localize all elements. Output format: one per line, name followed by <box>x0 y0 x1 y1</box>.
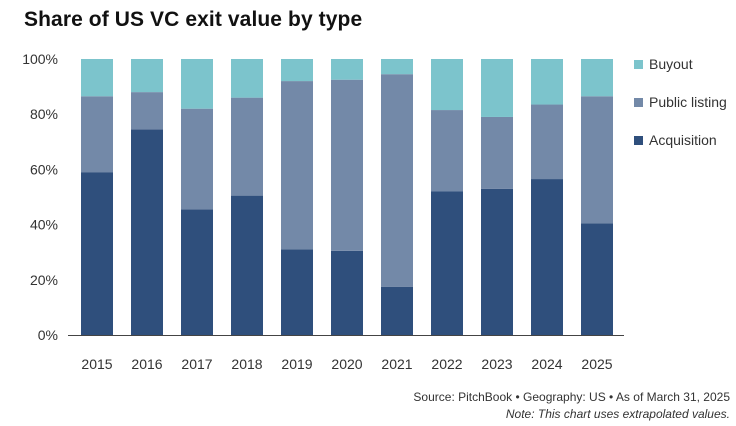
bar-segment-acquisition-2025 <box>581 223 613 335</box>
bar-segment-buyout-2023 <box>481 59 513 117</box>
bar-segment-acquisition-2016 <box>131 129 163 335</box>
bar-segment-buyout-2021 <box>381 59 413 75</box>
x-tick-label: 2017 <box>181 356 212 372</box>
x-tick-label: 2016 <box>131 356 162 372</box>
y-tick-label: 20% <box>30 272 58 288</box>
bar-segment-public-listing-2015 <box>81 96 113 173</box>
bar-segment-buyout-2024 <box>531 59 563 105</box>
bar-segment-acquisition-2019 <box>281 249 313 335</box>
legend-label-acquisition: Acquisition <box>649 132 717 148</box>
chart-footer: Source: PitchBook • Geography: US • As o… <box>413 389 730 423</box>
legend-label-buyout: Buyout <box>649 56 693 72</box>
x-tick-label: 2015 <box>81 356 112 372</box>
bar-segment-acquisition-2018 <box>231 195 263 335</box>
legend-swatch-acquisition <box>634 135 643 145</box>
bar-segment-public-listing-2020 <box>331 79 363 251</box>
bar-segment-buyout-2017 <box>181 59 213 109</box>
bar-segment-acquisition-2015 <box>81 172 113 335</box>
bar-segment-buyout-2019 <box>281 59 313 82</box>
bar-segment-public-listing-2025 <box>581 96 613 224</box>
x-tick-label: 2022 <box>431 356 462 372</box>
bar-segment-public-listing-2017 <box>181 108 213 210</box>
legend-item-buyout: Buyout <box>634 54 734 74</box>
bar-segment-public-listing-2023 <box>481 116 513 189</box>
legend-label-public-listing: Public listing <box>649 94 727 110</box>
x-tick-label: 2018 <box>231 356 262 372</box>
bar-segment-public-listing-2016 <box>131 92 163 130</box>
bars <box>81 59 613 335</box>
y-axis: 0% 20% 40% 60% 80% 100% <box>22 51 58 343</box>
legend: Buyout Public listing Acquisition <box>634 54 734 168</box>
y-tick-label: 60% <box>30 161 58 177</box>
y-tick-label: 80% <box>30 106 58 122</box>
bar-segment-acquisition-2022 <box>431 191 463 335</box>
x-tick-label: 2021 <box>381 356 412 372</box>
bar-segment-public-listing-2024 <box>531 104 563 180</box>
y-tick-label: 0% <box>38 327 58 343</box>
note-line: Note: This chart uses extrapolated value… <box>505 407 730 421</box>
legend-item-acquisition: Acquisition <box>634 130 734 150</box>
x-axis: 2015 2016 2017 2018 2019 2020 2021 2022 2023 2024… <box>68 335 624 372</box>
bar-segment-acquisition-2017 <box>181 209 213 335</box>
bar-segment-acquisition-2023 <box>481 188 513 335</box>
bar-segment-public-listing-2022 <box>431 110 463 192</box>
x-tick-label: 2019 <box>281 356 312 372</box>
bar-segment-public-listing-2021 <box>381 74 413 287</box>
legend-swatch-public-listing <box>634 97 643 107</box>
y-tick-label: 100% <box>22 51 58 67</box>
x-tick-label: 2020 <box>331 356 362 372</box>
bar-segment-acquisition-2024 <box>531 179 563 335</box>
y-tick-label: 40% <box>30 217 58 233</box>
bar-segment-buyout-2020 <box>331 59 363 80</box>
x-tick-label: 2023 <box>481 356 512 372</box>
legend-item-public-listing: Public listing <box>634 92 734 112</box>
bar-segment-buyout-2025 <box>581 59 613 97</box>
bar-segment-acquisition-2020 <box>331 250 363 335</box>
chart-title: Share of US VC exit value by type <box>24 8 363 31</box>
bar-segment-buyout-2016 <box>131 59 163 93</box>
legend-swatch-buyout <box>634 59 643 69</box>
bar-segment-buyout-2018 <box>231 59 263 98</box>
x-tick-label: 2024 <box>531 356 562 372</box>
source-line: Source: PitchBook • Geography: US • As o… <box>413 390 730 404</box>
bar-segment-public-listing-2018 <box>231 97 263 196</box>
bar-segment-acquisition-2021 <box>381 286 413 335</box>
bar-segment-buyout-2022 <box>431 59 463 111</box>
bar-segment-buyout-2015 <box>81 59 113 97</box>
bar-segment-public-listing-2019 <box>281 81 313 250</box>
x-tick-label: 2025 <box>581 356 612 372</box>
